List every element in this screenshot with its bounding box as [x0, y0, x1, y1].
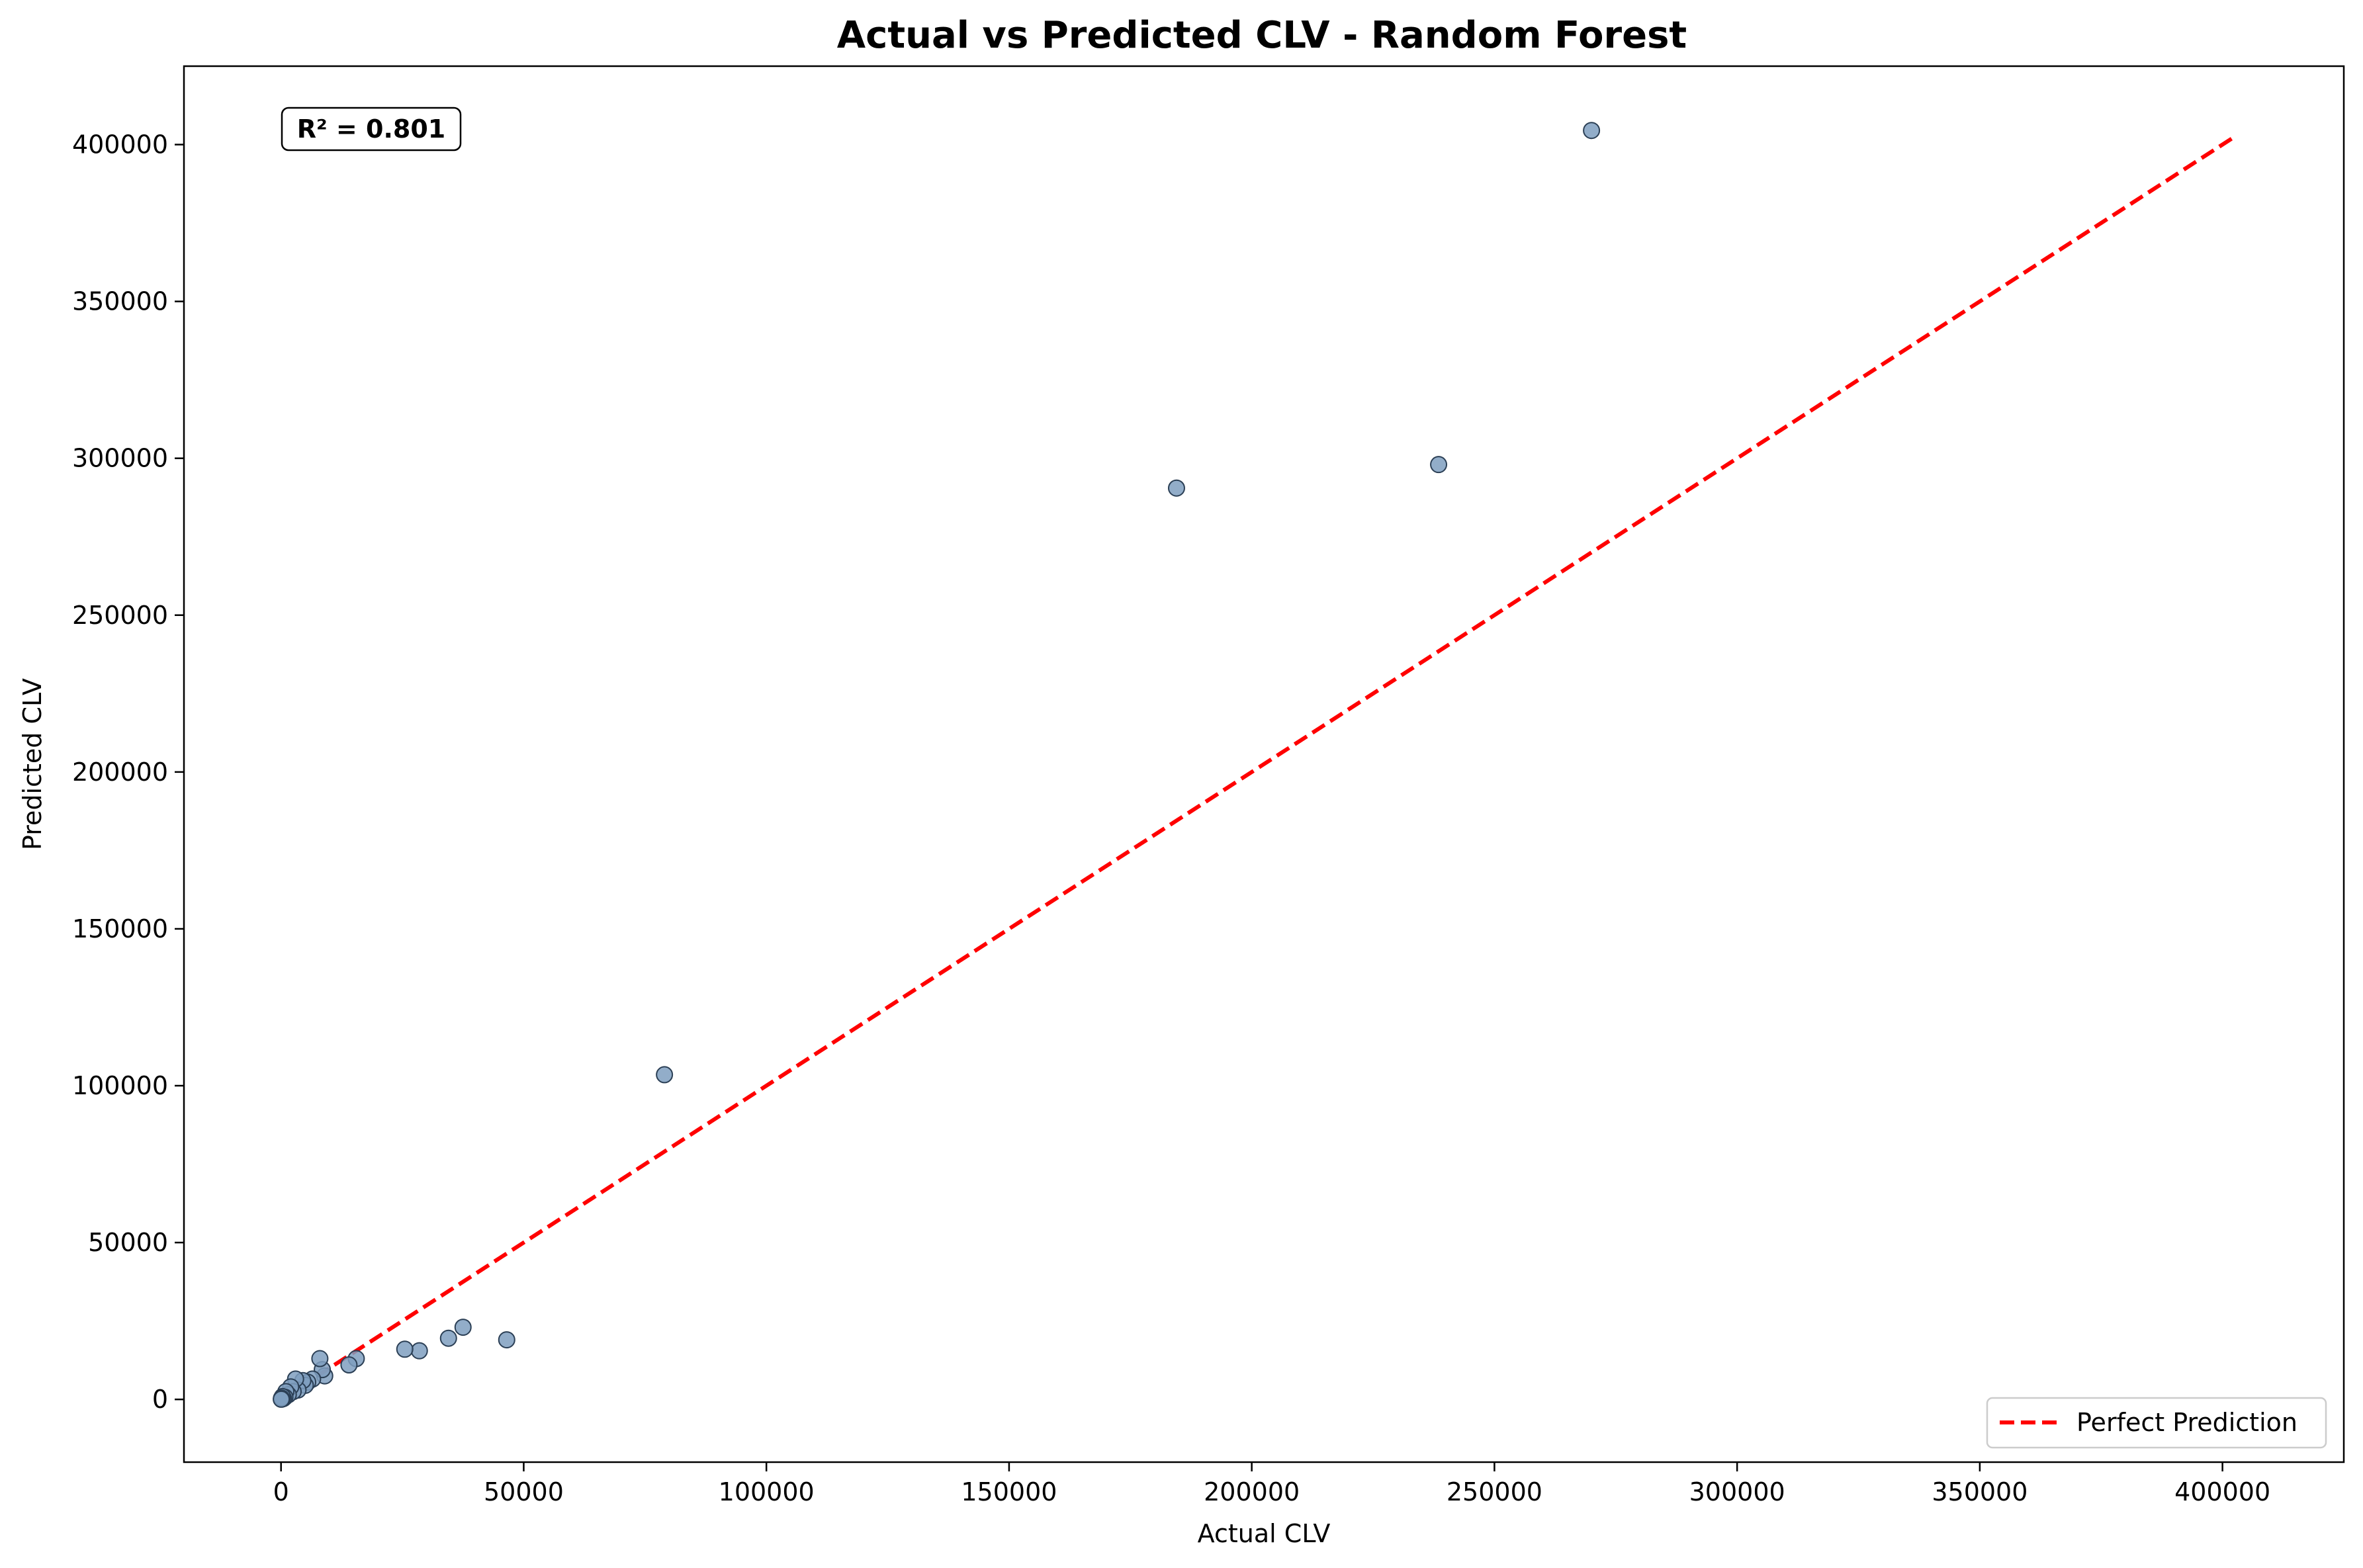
data-points — [273, 122, 1601, 1408]
x-tick-label: 350000 — [1932, 1477, 2028, 1506]
legend-entry-perfect-prediction: Perfect Prediction — [2076, 1408, 2297, 1437]
chart-title: Actual vs Predicted CLV - Random Forest — [837, 14, 1687, 57]
r2-annotation-box — [281, 107, 462, 152]
x-tick-label: 50000 — [484, 1477, 564, 1506]
x-tick-label: 200000 — [1204, 1477, 1300, 1506]
perfect-prediction-line — [280, 133, 2239, 1401]
y-tick-label: 50000 — [88, 1228, 168, 1257]
x-tick-label: 150000 — [961, 1477, 1057, 1506]
data-point — [396, 1340, 414, 1358]
legend-box — [1986, 1397, 2327, 1449]
data-point — [498, 1331, 515, 1349]
x-tick-label: 0 — [273, 1477, 289, 1506]
data-point — [454, 1319, 472, 1336]
r2-annotation: R² = 0.801 — [281, 107, 462, 152]
x-tick-label: 100000 — [719, 1477, 815, 1506]
x-axis-label: Actual CLV — [1198, 1519, 1331, 1548]
y-tick-label: 100000 — [72, 1071, 168, 1100]
plot-area — [183, 65, 2345, 1463]
data-point — [311, 1350, 329, 1368]
r2-annotation-text: R² = 0.801 — [297, 114, 445, 144]
y-tick-label: 250000 — [72, 601, 168, 630]
x-tick-label: 300000 — [1689, 1477, 1785, 1506]
x-tick-label: 250000 — [1447, 1477, 1542, 1506]
y-tick-label: 350000 — [72, 287, 168, 316]
data-point — [410, 1342, 428, 1360]
data-point — [1583, 122, 1601, 140]
x-tick-label: 400000 — [2174, 1477, 2270, 1506]
y-tick-label: 150000 — [72, 914, 168, 943]
data-point — [340, 1356, 358, 1374]
data-point — [1430, 456, 1448, 474]
x-axis: 0 50000 100000 150000 200000 250000 300000 3500… — [273, 1462, 2270, 1506]
data-point — [656, 1066, 674, 1084]
legend: Perfect Prediction — [1986, 1397, 2327, 1449]
y-axis-label: Predicted CLV — [18, 678, 47, 850]
y-tick-label: 200000 — [72, 758, 168, 787]
reference-line-group — [280, 133, 2239, 1401]
y-axis: 0 50000 100000 150000 200000 250000 300000 3500… — [72, 130, 184, 1414]
data-point — [1167, 479, 1185, 497]
y-tick-label: 0 — [152, 1385, 168, 1414]
y-tick-label: 400000 — [72, 130, 168, 159]
data-point — [273, 1390, 290, 1408]
data-point — [439, 1329, 457, 1347]
y-tick-label: 300000 — [72, 444, 168, 473]
